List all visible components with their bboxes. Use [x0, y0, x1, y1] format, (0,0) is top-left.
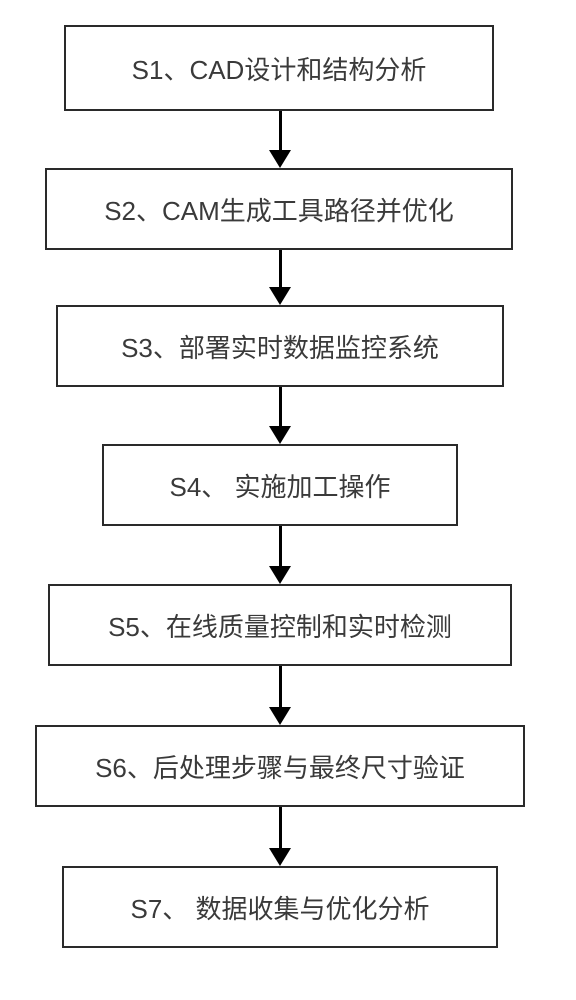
- flow-node-s5: S5、在线质量控制和实时检测: [48, 584, 512, 666]
- flow-edge-arrowhead-icon: [269, 566, 291, 584]
- flow-node-s6: S6、后处理步骤与最终尺寸验证: [35, 725, 525, 807]
- flow-node-label: S6、后处理步骤与最终尺寸验证: [95, 748, 465, 785]
- flow-edge-line: [279, 111, 282, 150]
- flowchart-canvas: S1、CAD设计和结构分析 S2、CAM生成工具路径并优化 S3、部署实时数据监…: [0, 0, 576, 1000]
- flow-node-s3: S3、部署实时数据监控系统: [56, 305, 504, 387]
- flow-edge-line: [279, 387, 282, 426]
- flow-edge-arrowhead-icon: [269, 287, 291, 305]
- flow-node-s4: S4、 实施加工操作: [102, 444, 458, 526]
- flow-node-s7: S7、 数据收集与优化分析: [62, 866, 498, 948]
- flow-edge-line: [279, 526, 282, 566]
- flow-edge-arrowhead-icon: [269, 707, 291, 725]
- flow-edge-arrowhead-icon: [269, 150, 291, 168]
- flow-node-label: S3、部署实时数据监控系统: [121, 328, 439, 365]
- flow-edge-line: [279, 250, 282, 287]
- flow-node-label: S1、CAD设计和结构分析: [132, 50, 427, 87]
- flow-edge-line: [279, 807, 282, 848]
- flow-edge-line: [279, 666, 282, 707]
- flow-node-label: S2、CAM生成工具路径并优化: [104, 191, 454, 228]
- flow-node-label: S4、 实施加工操作: [169, 467, 390, 504]
- flow-node-label: S5、在线质量控制和实时检测: [108, 607, 452, 644]
- flow-node-s1: S1、CAD设计和结构分析: [64, 25, 494, 111]
- flow-edge-arrowhead-icon: [269, 426, 291, 444]
- flow-node-label: S7、 数据收集与优化分析: [130, 889, 429, 926]
- flow-edge-arrowhead-icon: [269, 848, 291, 866]
- flow-node-s2: S2、CAM生成工具路径并优化: [45, 168, 513, 250]
